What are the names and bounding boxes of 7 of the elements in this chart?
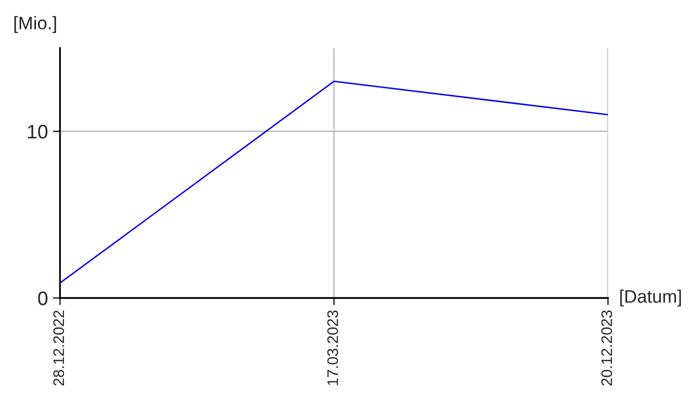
y-tick-label: 10	[28, 124, 48, 139]
x-tick-label: 28.12.2022	[53, 310, 64, 386]
x-tick-label: 20.12.2023	[601, 310, 612, 386]
y-tick-label: 0	[38, 291, 48, 306]
y-axis-title: [Mio.]	[14, 16, 56, 33]
x-tick-label: 17.03.2023	[327, 310, 338, 386]
x-axis-title: [Datum]	[620, 290, 681, 306]
